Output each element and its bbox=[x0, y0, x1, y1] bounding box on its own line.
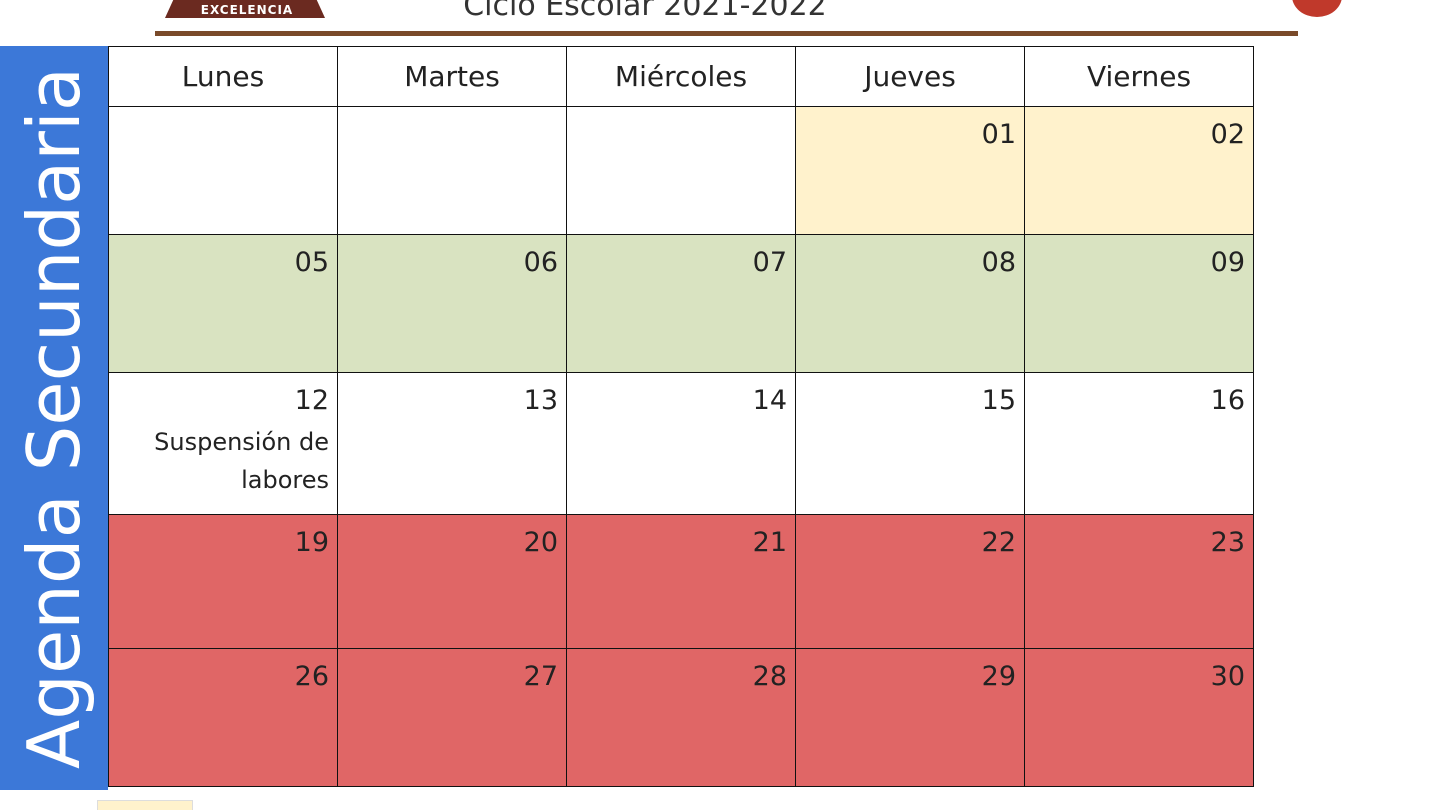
day-number: 21 bbox=[752, 527, 787, 558]
day-header: Jueves bbox=[795, 46, 1025, 107]
logo bbox=[165, 0, 325, 18]
day-cell: 06 bbox=[337, 234, 567, 373]
day-header: Viernes bbox=[1024, 46, 1254, 107]
day-cell: 20 bbox=[337, 514, 567, 649]
day-number: 15 bbox=[981, 385, 1016, 416]
day-number: 05 bbox=[294, 247, 329, 278]
day-cell bbox=[337, 106, 567, 235]
day-cell: 02 bbox=[1024, 106, 1254, 235]
day-cell: 01 bbox=[795, 106, 1025, 235]
day-number: 08 bbox=[981, 247, 1016, 278]
day-cell bbox=[108, 106, 338, 235]
day-number: 01 bbox=[981, 119, 1016, 150]
day-header: Martes bbox=[337, 46, 567, 107]
day-cell: 19 bbox=[108, 514, 338, 649]
day-header: Miércoles bbox=[566, 46, 796, 107]
day-header: Lunes bbox=[108, 46, 338, 107]
day-cell bbox=[566, 106, 796, 235]
day-number: 14 bbox=[752, 385, 787, 416]
logo-text: EXCELENCIA bbox=[200, 3, 294, 17]
day-cell: 22 bbox=[795, 514, 1025, 649]
day-number: 02 bbox=[1210, 119, 1245, 150]
day-note: Suspensión de labores bbox=[154, 428, 329, 494]
day-cell: 13 bbox=[337, 372, 567, 515]
day-number: 22 bbox=[981, 527, 1016, 558]
day-number: 30 bbox=[1210, 661, 1245, 692]
day-number: 29 bbox=[981, 661, 1016, 692]
day-number: 09 bbox=[1210, 247, 1245, 278]
day-cell: 05 bbox=[108, 234, 338, 373]
day-cell: 27 bbox=[337, 648, 567, 787]
side-band: Agenda Secundaria bbox=[0, 46, 108, 790]
day-number: 27 bbox=[523, 661, 558, 692]
day-cell: 21 bbox=[566, 514, 796, 649]
day-cell: 30 bbox=[1024, 648, 1254, 787]
side-label: Agenda Secundaria bbox=[12, 67, 96, 769]
day-number: 16 bbox=[1210, 385, 1245, 416]
legend-swatch bbox=[97, 800, 193, 810]
day-number: 19 bbox=[294, 527, 329, 558]
day-number: 06 bbox=[523, 247, 558, 278]
header-title: Ciclo Escolar 2021-2022 bbox=[463, 0, 827, 23]
header-rule bbox=[155, 31, 1298, 36]
day-cell: 12 Suspensión de labores bbox=[108, 372, 338, 515]
day-number: 26 bbox=[294, 661, 329, 692]
day-cell: 16 bbox=[1024, 372, 1254, 515]
day-cell: 28 bbox=[566, 648, 796, 787]
day-cell: 14 bbox=[566, 372, 796, 515]
day-cell: 23 bbox=[1024, 514, 1254, 649]
day-number: 07 bbox=[752, 247, 787, 278]
day-cell: 29 bbox=[795, 648, 1025, 787]
day-cell: 15 bbox=[795, 372, 1025, 515]
day-number: 20 bbox=[523, 527, 558, 558]
day-number: 28 bbox=[752, 661, 787, 692]
day-number: 12 bbox=[294, 385, 329, 416]
day-cell: 07 bbox=[566, 234, 796, 373]
day-cell: 08 bbox=[795, 234, 1025, 373]
right-logo bbox=[1292, 0, 1342, 17]
day-number: 13 bbox=[523, 385, 558, 416]
day-cell: 09 bbox=[1024, 234, 1254, 373]
day-cell: 26 bbox=[108, 648, 338, 787]
day-number: 23 bbox=[1210, 527, 1245, 558]
